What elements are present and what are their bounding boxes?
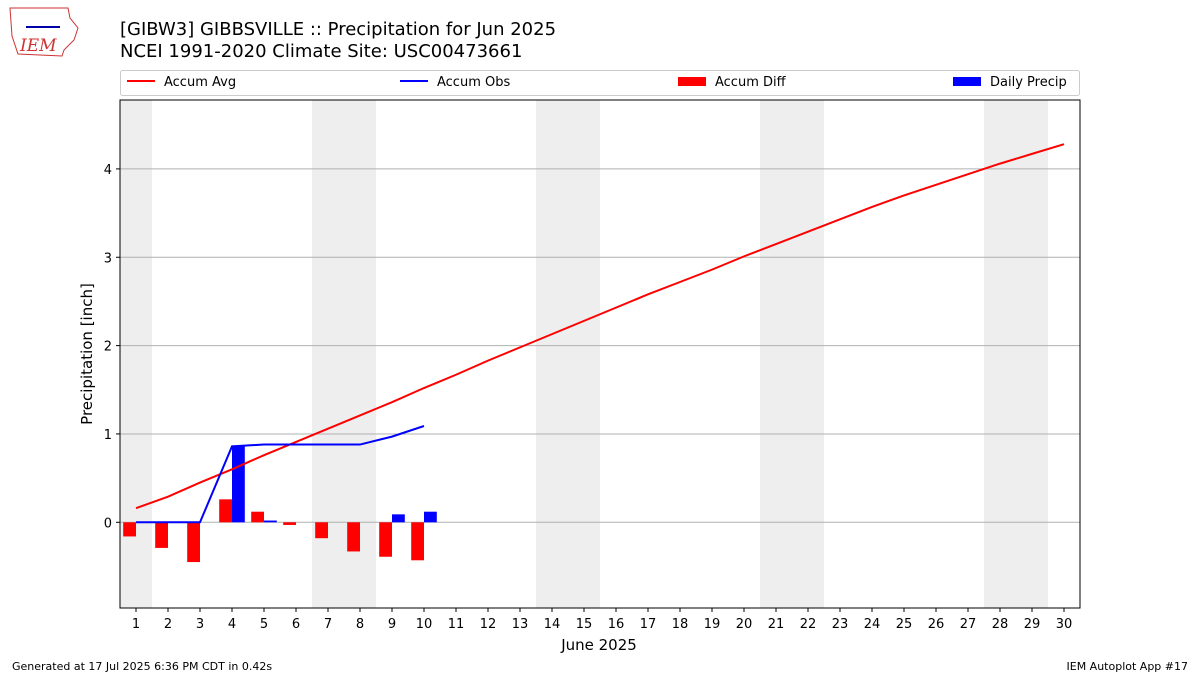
legend-label: Accum Avg [164,75,236,90]
footer-left: Generated at 17 Jul 2025 6:36 PM CDT in … [12,660,272,673]
x-tick-label: 7 [324,617,332,632]
y-axis-label: Precipitation [inch] [78,283,96,425]
bar [379,522,392,557]
x-tick-label: 23 [832,617,849,632]
plot-frame [119,99,1081,609]
bar [123,522,136,537]
bar [264,520,277,523]
x-tick-label: 20 [736,617,753,632]
x-tick-label: 18 [672,617,689,632]
x-tick-label: 12 [480,617,497,632]
line [136,425,425,524]
bar [347,522,360,552]
bar [219,499,232,523]
legend [120,70,1080,96]
x-tick-label: 16 [608,617,625,632]
x-tick-label: 15 [576,617,593,632]
bar [424,511,437,523]
x-tick-label: 6 [292,617,300,632]
y-tick-label: 4 [104,163,112,178]
x-tick-label: 24 [864,617,881,632]
x-tick-label: 4 [228,617,236,632]
x-tick-label: 25 [896,617,913,632]
x-tick-label: 28 [992,617,1009,632]
x-tick-label: 22 [800,617,817,632]
x-tick-label: 17 [640,617,657,632]
legend-label: Daily Precip [990,75,1067,90]
bar [392,514,405,523]
y-tick-label: 3 [104,251,112,266]
weekend-band [760,100,824,608]
x-tick-label: 10 [416,617,433,632]
legend-swatch [678,77,706,86]
x-tick-label: 26 [928,617,945,632]
x-tick-label: 30 [1056,617,1073,632]
x-tick-label: 1 [132,617,140,632]
bar [187,522,200,563]
x-tick-label: 8 [356,617,364,632]
bar [232,446,245,523]
x-tick-label: 19 [704,617,721,632]
x-tick-label: 11 [448,617,465,632]
logo: IEM [9,7,79,57]
footer-right: IEM Autoplot App #17 [1067,660,1189,673]
y-tick-label: 2 [104,340,112,355]
x-tick-label: 21 [768,617,785,632]
legend-label: Accum Diff [715,75,787,90]
x-tick-label: 3 [196,617,204,632]
bar [283,522,296,525]
chart-title: [GIBW3] GIBBSVILLE :: Precipitation for … [120,19,556,40]
x-tick-label: 5 [260,617,268,632]
bar [411,522,424,561]
weekend-band [536,100,600,608]
legend-label: Accum Obs [437,75,510,90]
weekend-band [984,100,1048,608]
x-tick-label: 13 [512,617,529,632]
legend-swatch [953,77,981,86]
x-axis-label: June 2025 [560,636,637,654]
x-tick-label: 29 [1024,617,1041,632]
y-tick-label: 1 [104,428,112,443]
x-tick-label: 14 [544,617,561,632]
bar [251,511,264,523]
x-tick-label: 27 [960,617,977,632]
chart-subtitle: NCEI 1991-2020 Climate Site: USC00473661 [120,41,522,62]
logo-text: IEM [19,36,57,56]
y-tick-label: 0 [104,516,112,531]
x-tick-label: 2 [164,617,172,632]
bar [155,522,168,548]
bar [315,522,328,539]
x-tick-label: 9 [388,617,396,632]
